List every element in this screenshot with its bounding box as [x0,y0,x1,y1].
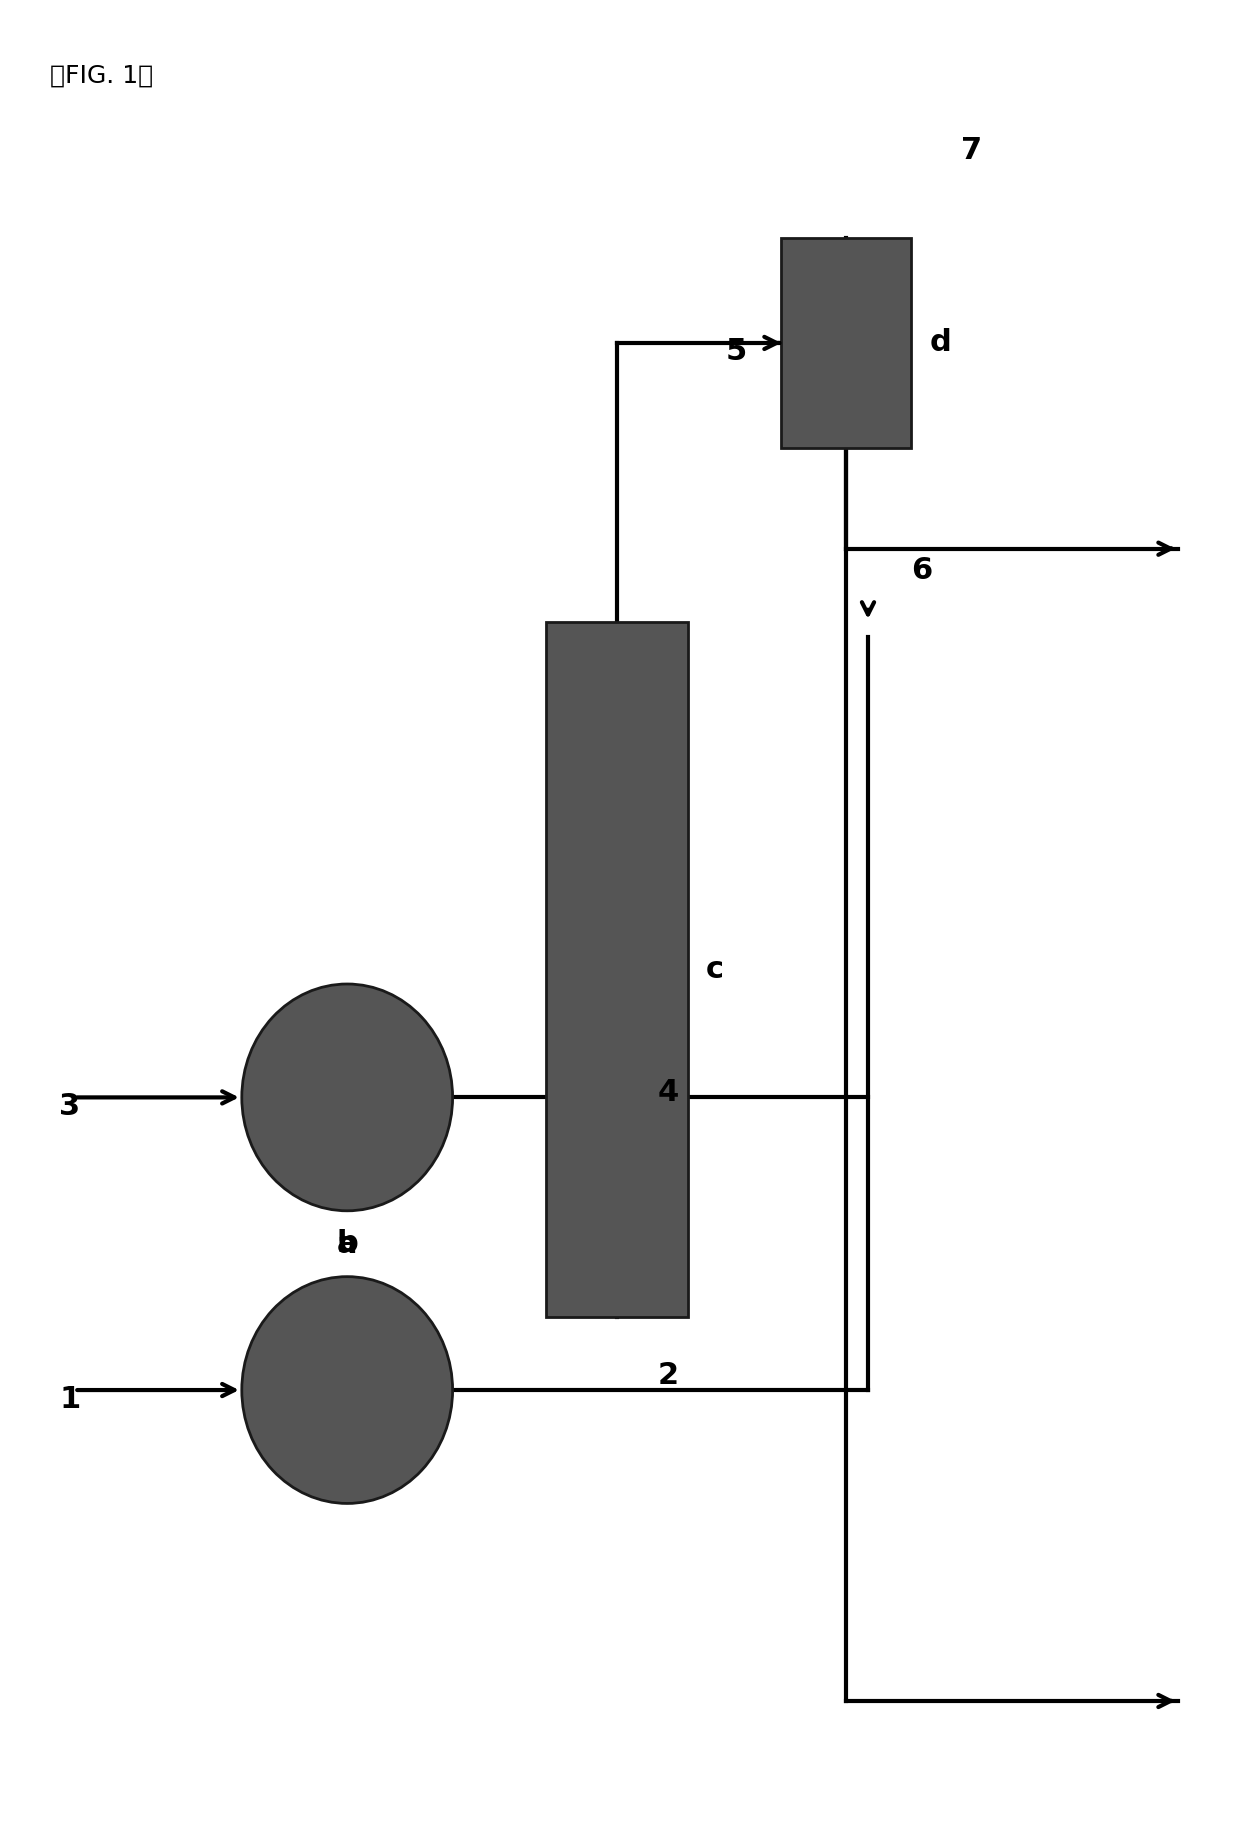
Text: 2: 2 [657,1361,678,1390]
Text: c: c [707,955,724,984]
Text: 1: 1 [60,1385,81,1414]
Text: 5: 5 [725,337,746,366]
Text: b: b [336,1229,358,1258]
Bar [546,622,688,1317]
Text: a: a [337,1229,357,1258]
Text: 【FIG. 1】: 【FIG. 1】 [50,64,153,88]
Ellipse shape [242,984,453,1211]
Bar [781,238,911,448]
Ellipse shape [242,1277,453,1503]
Text: 3: 3 [60,1092,81,1121]
Text: 7: 7 [961,135,982,165]
Text: 4: 4 [657,1077,678,1107]
Text: 6: 6 [911,556,932,585]
Text: d: d [930,329,951,357]
